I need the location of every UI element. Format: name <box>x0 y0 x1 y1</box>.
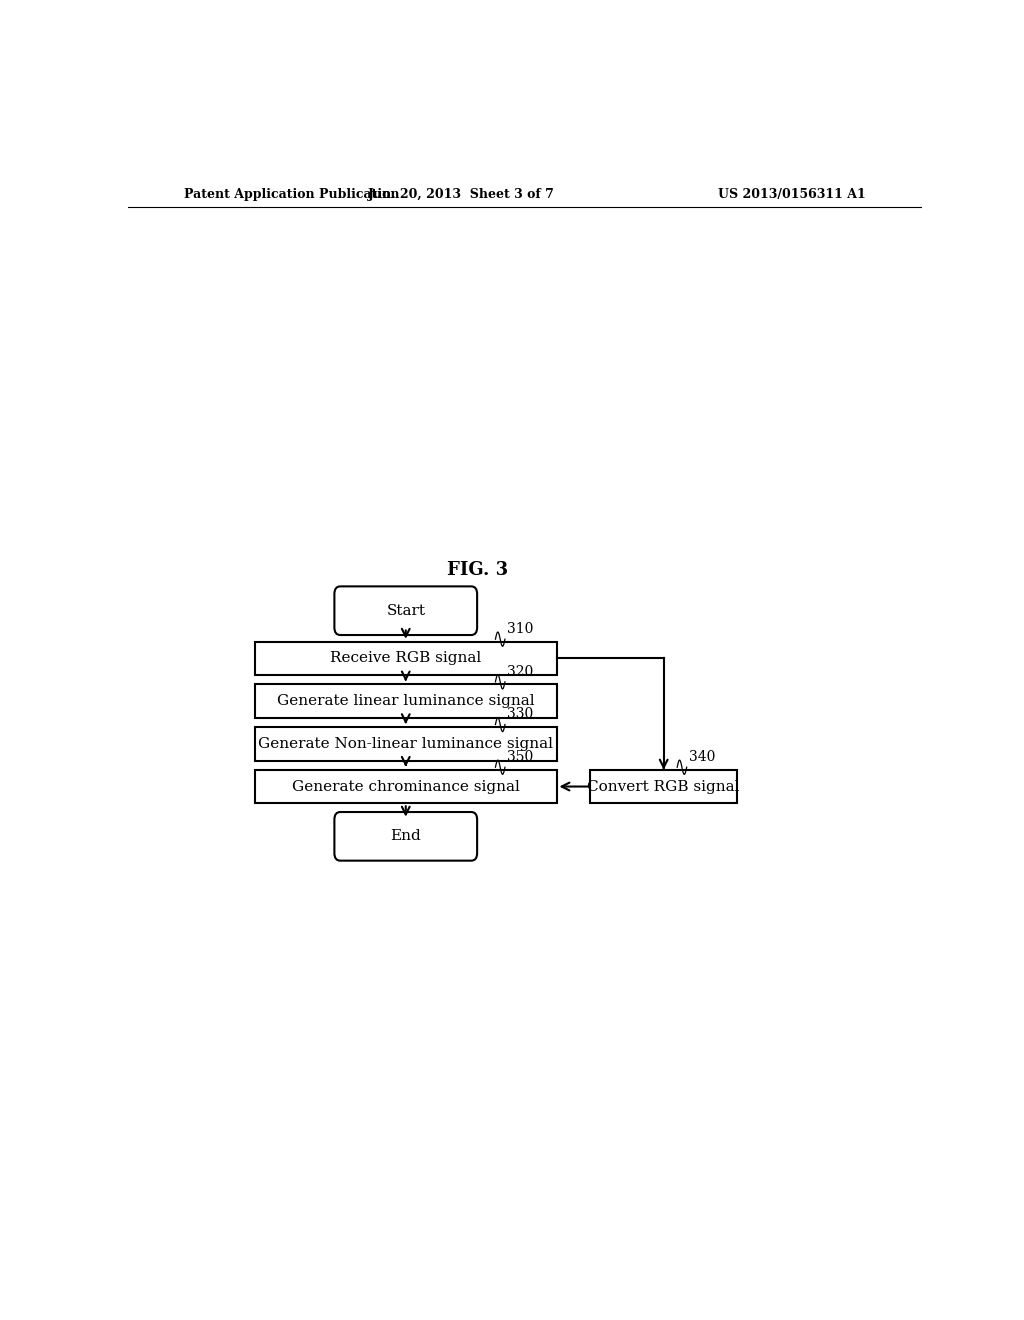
Text: Start: Start <box>386 603 425 618</box>
Text: End: End <box>390 829 421 843</box>
Text: FIG. 3: FIG. 3 <box>446 561 508 579</box>
FancyBboxPatch shape <box>255 684 557 718</box>
Text: Patent Application Publication: Patent Application Publication <box>183 189 399 202</box>
Text: Generate linear luminance signal: Generate linear luminance signal <box>276 694 535 708</box>
Text: Receive RGB signal: Receive RGB signal <box>330 652 481 665</box>
FancyBboxPatch shape <box>255 642 557 676</box>
Text: 310: 310 <box>507 622 534 636</box>
FancyBboxPatch shape <box>255 727 557 760</box>
Text: 330: 330 <box>507 708 534 722</box>
FancyBboxPatch shape <box>590 770 737 804</box>
Text: 340: 340 <box>689 750 716 764</box>
FancyBboxPatch shape <box>335 586 477 635</box>
Text: 320: 320 <box>507 665 534 678</box>
FancyBboxPatch shape <box>255 770 557 804</box>
Text: Convert RGB signal: Convert RGB signal <box>588 780 740 793</box>
Text: 350: 350 <box>507 750 534 764</box>
Text: Generate Non-linear luminance signal: Generate Non-linear luminance signal <box>258 737 553 751</box>
Text: Jun. 20, 2013  Sheet 3 of 7: Jun. 20, 2013 Sheet 3 of 7 <box>368 189 555 202</box>
FancyBboxPatch shape <box>335 812 477 861</box>
Text: US 2013/0156311 A1: US 2013/0156311 A1 <box>718 189 866 202</box>
Text: Generate chrominance signal: Generate chrominance signal <box>292 780 520 793</box>
